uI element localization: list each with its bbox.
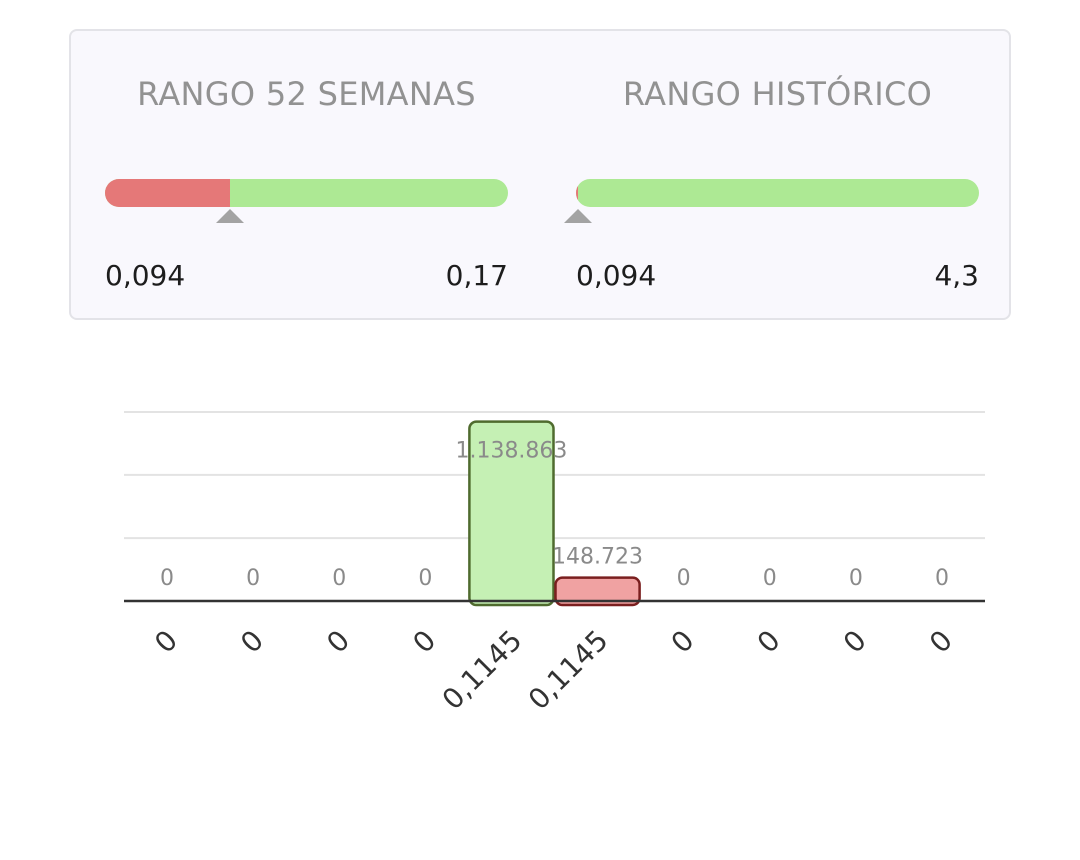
- category-label-6: 0: [665, 624, 701, 660]
- range-52-weeks-bar: [105, 179, 508, 207]
- bar-4: [468, 420, 555, 607]
- category-label-3: 0: [406, 624, 442, 660]
- range-historic-marker-icon: [564, 209, 592, 223]
- bar-value-label-7: 0: [763, 566, 777, 591]
- range-historic-low-fill: [576, 179, 578, 207]
- volume-bar-chart: 000000001.138.8630,1145148.7230,11450000…: [124, 411, 985, 717]
- range-historic: RANGO HISTÓRICO 0,094 4,3: [564, 31, 979, 318]
- bar-value-label-1: 0: [246, 566, 260, 591]
- range-historic-min: 0,094: [576, 259, 657, 292]
- range-historic-bar: [576, 179, 979, 207]
- bar-value-label-3: 0: [418, 566, 432, 591]
- bar-value-label-4: 1.138.863: [455, 439, 567, 464]
- range-52-weeks-low-fill: [105, 179, 230, 207]
- category-label-0: 0: [148, 624, 184, 660]
- category-label-2: 0: [320, 624, 356, 660]
- bar-value-label-0: 0: [160, 566, 174, 591]
- range-historic-title: RANGO HISTÓRICO: [622, 75, 933, 113]
- range-52-weeks-min: 0,094: [105, 259, 186, 292]
- category-label-4: 0,1145: [436, 624, 529, 717]
- category-label-1: 0: [234, 624, 270, 660]
- range-52-weeks-title: RANGO 52 SEMANAS: [137, 75, 476, 113]
- bar-value-label-8: 0: [849, 566, 863, 591]
- range-historic-max: 4,3: [934, 259, 979, 292]
- range-52-weeks-max: 0,17: [445, 259, 508, 292]
- bar-5: [554, 576, 641, 607]
- bar-value-label-5: 148.723: [552, 545, 643, 570]
- bar-value-label-9: 0: [935, 566, 949, 591]
- range-52-weeks: RANGO 52 SEMANAS 0,094 0,17: [105, 31, 508, 318]
- category-label-8: 0: [837, 624, 873, 660]
- range-52-weeks-marker-icon: [215, 209, 244, 223]
- category-label-5: 0,1145: [522, 624, 615, 717]
- bar-value-label-6: 0: [677, 566, 691, 591]
- category-label-9: 0: [923, 624, 959, 660]
- range-card: RANGO 52 SEMANAS 0,094 0,17 RANGO HISTÓR…: [69, 29, 1011, 320]
- category-label-7: 0: [751, 624, 787, 660]
- bar-value-label-2: 0: [332, 566, 346, 591]
